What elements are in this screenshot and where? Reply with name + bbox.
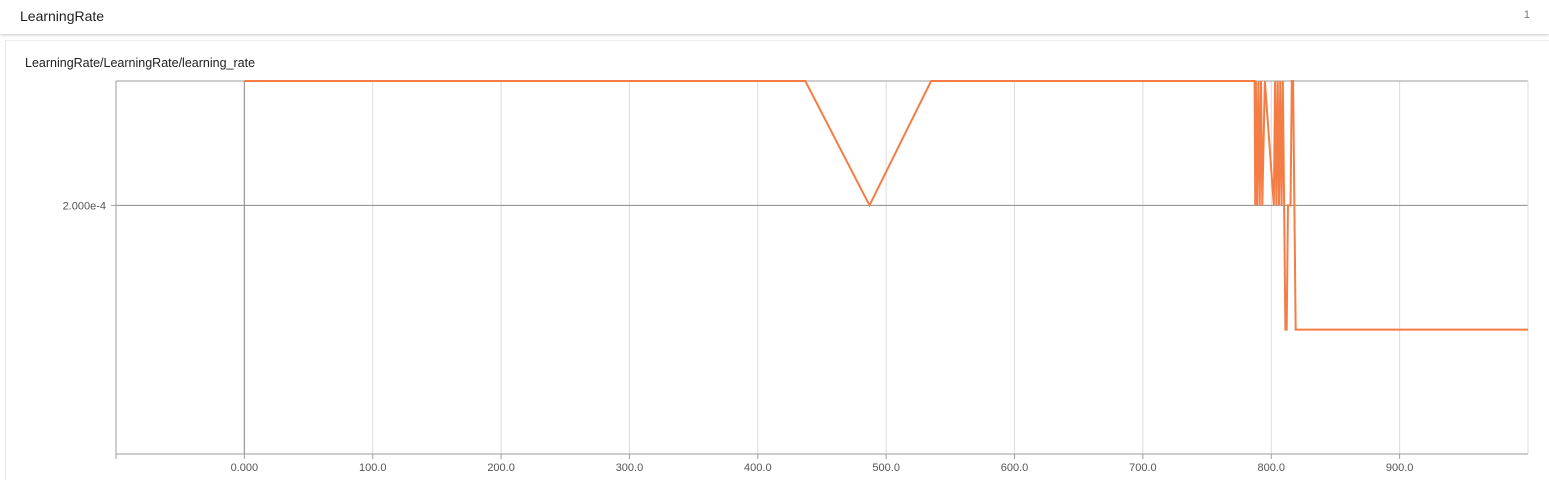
- chart-axes: [115, 81, 1529, 455]
- x-tick-label: 900.0: [1386, 462, 1414, 474]
- x-tick-label: 300.0: [616, 462, 644, 474]
- x-tick-label: 700.0: [1129, 462, 1157, 474]
- x-tick-label: 600.0: [1001, 462, 1029, 474]
- series-line[interactable]: [244, 80, 1528, 331]
- panel-header[interactable]: LearningRate 1: [0, 0, 1549, 34]
- x-axis-ticks: 0.000 100.0 200.0 300.0 400.0 500.0 600.0 700.0…: [115, 454, 1414, 474]
- y-grid-lines: [116, 80, 1528, 206]
- y-tick-label: 2.000e-4: [63, 200, 106, 212]
- x-tick-label: 0.000: [231, 462, 259, 474]
- y-axis-ticks: 2.000e-4: [63, 200, 116, 212]
- x-tick-label: 200.0: [487, 462, 515, 474]
- x-tick-label: 500.0: [872, 462, 900, 474]
- x-tick-label: 800.0: [1258, 462, 1286, 474]
- panel-title: LearningRate: [20, 8, 105, 24]
- panel-count-badge: 1: [1523, 9, 1530, 21]
- x-tick-label: 400.0: [744, 462, 772, 474]
- x-tick-label: 100.0: [359, 462, 387, 474]
- x-grid-lines: [243, 81, 1401, 454]
- chart-title: LearningRate/LearningRate/learning_rate: [25, 56, 256, 70]
- series-layer: [244, 80, 1528, 331]
